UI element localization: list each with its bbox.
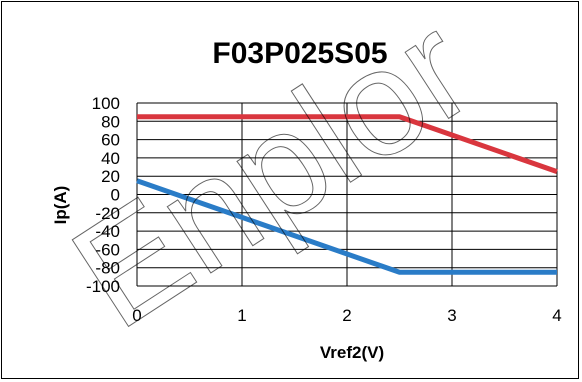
x-tick-label: 1 — [237, 306, 246, 325]
y-tick-label: -40 — [95, 222, 120, 241]
x-tick-labels: 0 1 2 3 4 — [132, 306, 561, 325]
y-tick-label: 40 — [101, 149, 120, 168]
series-layer — [136, 114, 558, 275]
x-tick-label: 2 — [342, 306, 351, 325]
x-tick-label: 3 — [447, 306, 456, 325]
series-line-1 — [137, 114, 558, 174]
y-axis-title: Ip(A) — [51, 186, 70, 225]
x-axis-title: Vref2(V) — [320, 343, 384, 362]
x-tick-label: 4 — [552, 306, 561, 325]
y-tick-label: -20 — [95, 204, 120, 223]
y-tick-label: 60 — [101, 131, 120, 150]
y-tick-label: -100 — [86, 277, 120, 296]
y-tick-label: 80 — [101, 112, 120, 131]
chart-title: F03P025S05 — [212, 37, 387, 70]
y-tick-label: -60 — [95, 240, 120, 259]
y-tick-label: 20 — [101, 167, 120, 186]
series-line-2 — [136, 178, 557, 275]
y-tick-label: 0 — [111, 186, 120, 205]
grid — [136, 102, 558, 287]
y-tick-label: 100 — [92, 94, 120, 113]
y-tick-label: -80 — [95, 259, 120, 278]
x-tick-label: 0 — [132, 306, 141, 325]
